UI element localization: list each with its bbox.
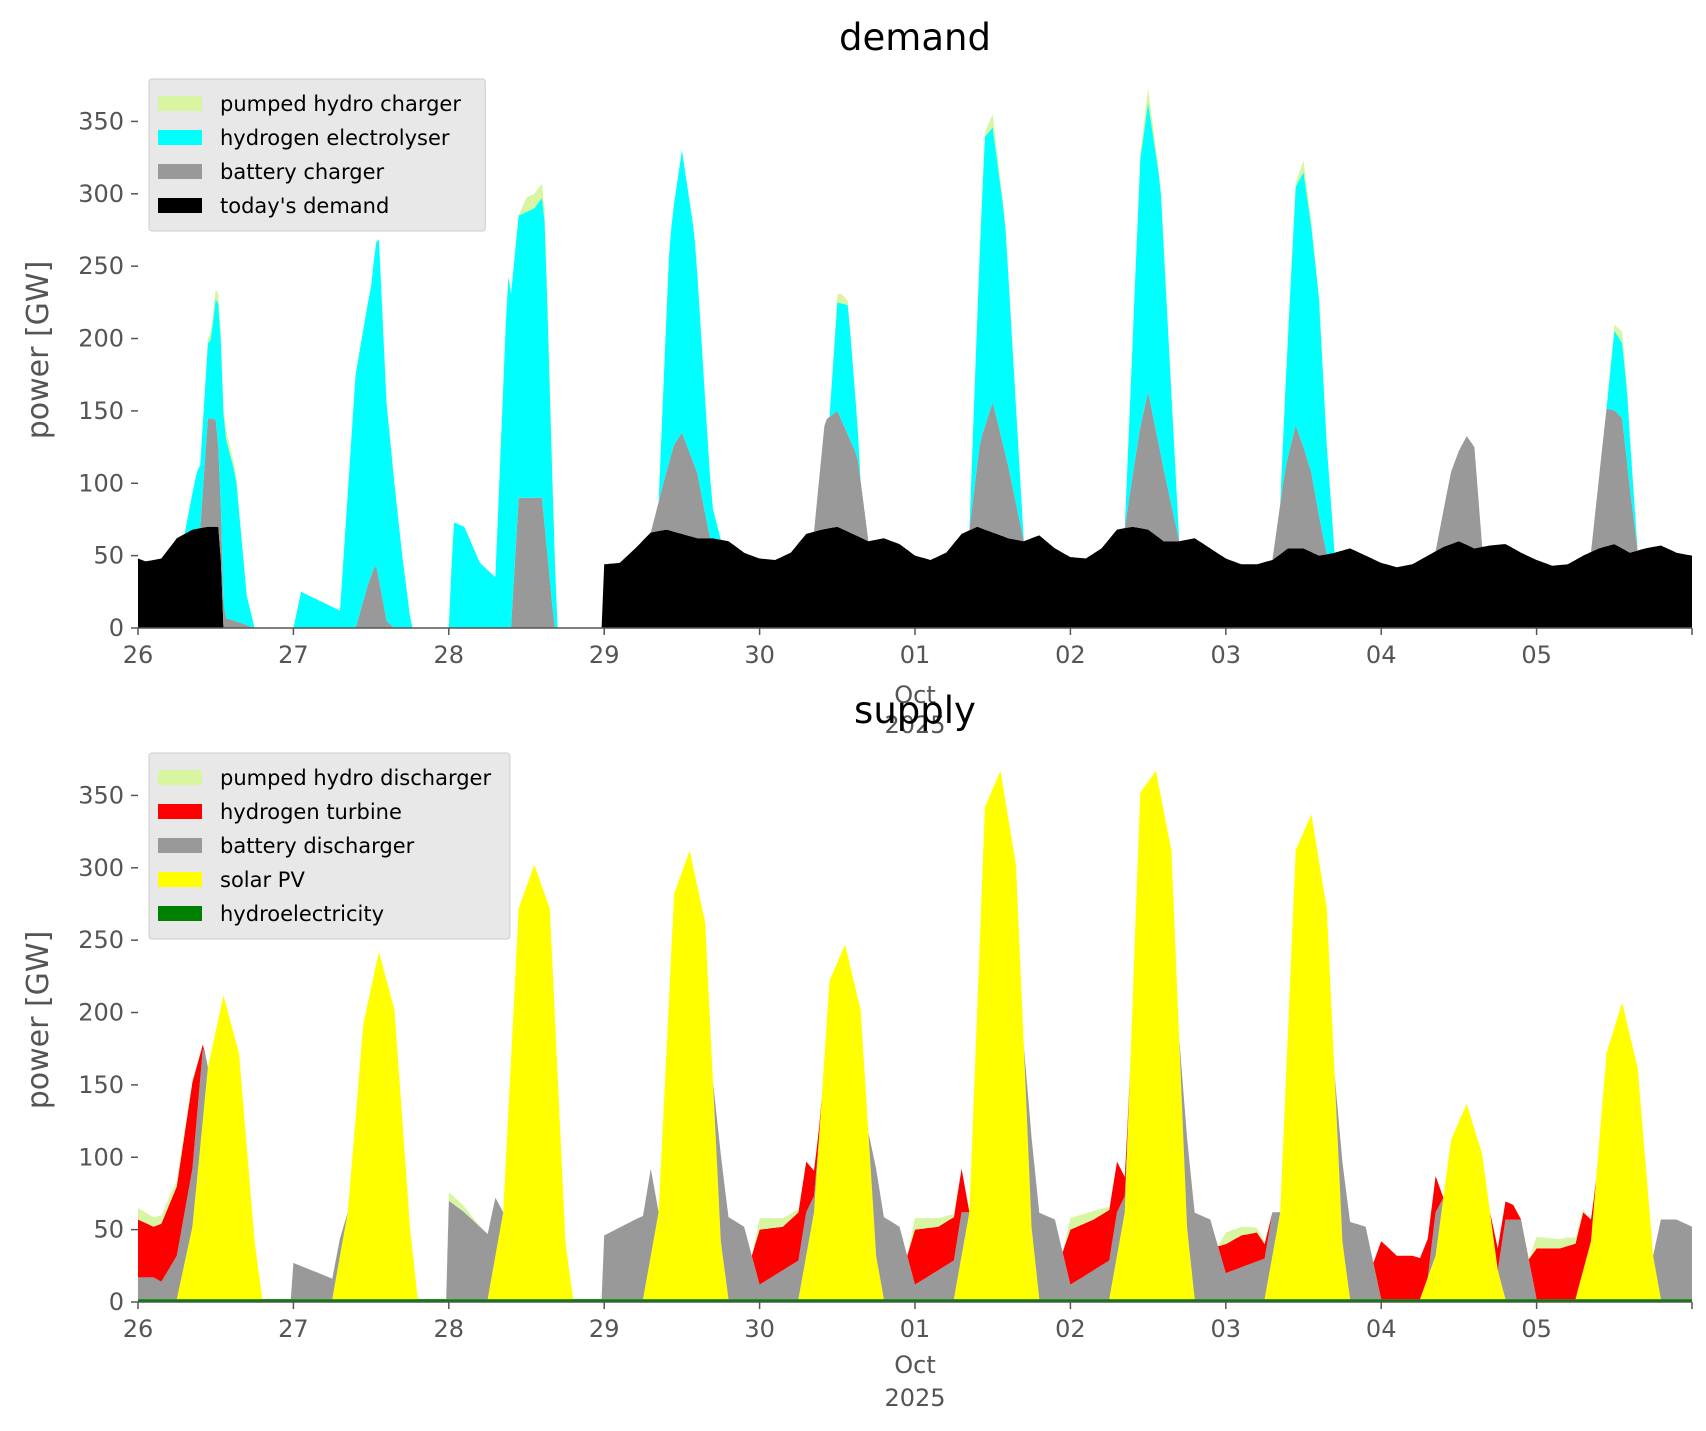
y-tick-label: 350 (78, 781, 124, 809)
month-label: Oct (894, 681, 936, 709)
area-battery-charger (138, 392, 1692, 628)
legend-box (148, 752, 511, 940)
area-layer (138, 88, 1692, 629)
legend-swatch (158, 838, 202, 853)
x-tick-label: 26 (123, 641, 154, 669)
x-tick-label: 02 (1055, 641, 1086, 669)
x-tick-label: 05 (1521, 1315, 1552, 1343)
month-label: Oct (894, 1351, 936, 1379)
y-tick-label: 350 (78, 107, 124, 135)
supply-panel: supply power [GW] 0501001502002503003502… (21, 689, 1693, 1412)
legend-label: solar PV (220, 868, 305, 892)
y-tick-label: 50 (93, 1216, 124, 1244)
y-tick-label: 150 (78, 397, 124, 425)
x-tick-label: 05 (1521, 641, 1552, 669)
y-tick-label: 250 (78, 926, 124, 954)
legend-swatch (158, 96, 202, 111)
legend-swatch (158, 804, 202, 819)
x-tick-label: 28 (434, 1315, 465, 1343)
x-tick-label: 28 (434, 641, 465, 669)
x-tick-label: 04 (1366, 641, 1397, 669)
y-tick-label: 150 (78, 1071, 124, 1099)
y-tick-label: 0 (109, 1288, 124, 1316)
legend: pumped hydro charger hydrogen electrolyse… (148, 78, 486, 232)
legend-swatch (158, 872, 202, 887)
legend-label: hydrogen turbine (220, 800, 402, 824)
x-tick-label: 30 (744, 641, 775, 669)
demand-panel: demand power [GW] 0501001502002503003502… (21, 16, 1693, 739)
x-tick-label: 29 (589, 1315, 620, 1343)
y-axis-label: power [GW] (21, 261, 56, 440)
legend-swatch (158, 770, 202, 785)
area-solar-pv (138, 770, 1692, 1300)
y-tick-label: 100 (78, 469, 124, 497)
x-tick-label: 29 (589, 641, 620, 669)
chart-title: demand (839, 16, 991, 59)
legend-label: hydroelectricity (220, 902, 384, 926)
x-tick-label: 26 (123, 1315, 154, 1343)
area-pumped-hydro-discharger (138, 770, 1692, 1300)
legend-swatch (158, 130, 202, 145)
legend-label: today's demand (220, 194, 389, 218)
legend-swatch (158, 906, 202, 921)
x-tick-label: 30 (744, 1315, 775, 1343)
y-tick-label: 200 (78, 999, 124, 1027)
legend-swatch (158, 164, 202, 179)
x-tick-label: 02 (1055, 1315, 1086, 1343)
y-tick-label: 0 (109, 614, 124, 642)
legend-label: pumped hydro discharger (220, 766, 491, 790)
chart-title: supply (854, 689, 976, 732)
legend-swatch (158, 198, 202, 213)
y-tick-label: 300 (78, 180, 124, 208)
area-today-s-demand (138, 526, 1692, 628)
legend-label: pumped hydro charger (220, 92, 461, 116)
area-hydrogen-electrolyser (138, 102, 1692, 629)
x-tick-label: 27 (278, 1315, 309, 1343)
legend-label: battery discharger (220, 834, 415, 858)
year-label: 2025 (884, 711, 945, 739)
legend-box (148, 78, 486, 232)
y-tick-label: 250 (78, 252, 124, 280)
x-tick-label: 01 (900, 1315, 931, 1343)
legend-label: hydrogen electrolyser (220, 126, 450, 150)
year-label: 2025 (884, 1384, 945, 1412)
axes-layer: 0 50 100 150 200 250 300 350 26 27 28 29 30 01 02 03 04 0… (78, 107, 1693, 669)
x-tick-label: 27 (278, 641, 309, 669)
axes-layer: 0 50 100 150 200 250 300 350 26 27 28 29 30 01 02 03 04 0… (78, 781, 1693, 1343)
y-tick-label: 300 (78, 854, 124, 882)
legend: pumped hydro discharger hydrogen turbine b… (148, 752, 511, 940)
y-tick-label: 200 (78, 325, 124, 353)
x-tick-label: 01 (900, 641, 931, 669)
y-axis-label: power [GW] (21, 931, 56, 1110)
y-tick-label: 100 (78, 1143, 124, 1171)
x-tick-label: 04 (1366, 1315, 1397, 1343)
x-tick-label: 03 (1211, 641, 1242, 669)
legend-label: battery charger (220, 160, 385, 184)
y-tick-label: 50 (93, 542, 124, 570)
x-tick-label: 03 (1211, 1315, 1242, 1343)
